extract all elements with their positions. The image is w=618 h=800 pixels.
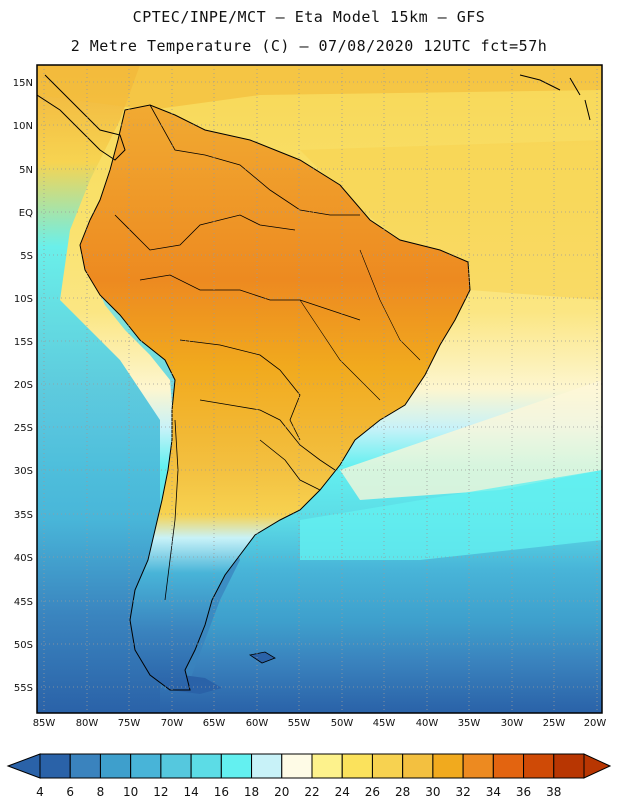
lat-label: 15N	[13, 78, 33, 89]
colorbar-low-arrow	[6, 753, 41, 779]
lon-label: 85W	[33, 718, 56, 729]
map-frame	[36, 64, 603, 714]
colorbar-label: 18	[244, 785, 259, 799]
colorbar-swatch	[220, 753, 253, 779]
colorbar-label: 28	[395, 785, 410, 799]
border-colombia-peru	[114, 214, 296, 251]
lon-label: 75W	[118, 718, 141, 729]
colorbar-label: 8	[97, 785, 105, 799]
colorbar-label: 16	[214, 785, 229, 799]
lon-label: 65W	[203, 718, 226, 729]
colorbar-swatch	[69, 753, 101, 779]
colorbar-label: 12	[153, 785, 168, 799]
colorbar-swatch	[99, 753, 132, 779]
lon-label: 80W	[76, 718, 99, 729]
lon-label: 40W	[416, 718, 439, 729]
border-chile-argentina	[164, 419, 179, 601]
colorbar-label: 10	[123, 785, 138, 799]
caribbean-warm-band	[37, 65, 602, 110]
brazil-state-borders-2	[359, 249, 421, 361]
lat-label: 30S	[14, 466, 33, 477]
coastlines	[37, 74, 591, 691]
latitude-labels: 15N 10N 5N EQ 5S 10S 15S 20S 25S 30S 35S…	[13, 78, 33, 694]
border-argentina-uruguay	[259, 439, 321, 491]
falkland-islands	[248, 651, 276, 664]
lon-label: 20W	[584, 718, 607, 729]
brazil-state-borders	[299, 299, 381, 401]
lat-label: 45S	[14, 597, 33, 608]
longitude-labels: 85W 80W 75W 70W 65W 60W 55W 50W 45W 40W …	[33, 718, 607, 729]
border-peru-brazil	[139, 274, 361, 321]
lon-label: 35W	[458, 718, 481, 729]
colorbar-swatch	[39, 753, 71, 779]
colorbar-label: 22	[304, 785, 319, 799]
colorbar-swatch	[462, 753, 494, 779]
cyan-band	[300, 470, 602, 560]
colorbar-swatch	[130, 753, 162, 779]
map-title-line-1: CPTEC/INPE/MCT – Eta Model 15km – GFS	[132, 8, 486, 26]
lat-label: 40S	[14, 553, 33, 564]
lon-label: 60W	[246, 718, 269, 729]
colorbar-label: 14	[183, 785, 198, 799]
border-venezuela	[149, 104, 360, 216]
lon-label: 50W	[331, 718, 354, 729]
colorbar-swatch	[281, 753, 313, 779]
lat-label: 15S	[14, 337, 33, 348]
colorbar-label: 36	[516, 785, 531, 799]
lon-label: 55W	[288, 718, 311, 729]
colorbar-label: 20	[274, 785, 289, 799]
colorbar-label: 38	[546, 785, 561, 799]
colorbar-swatch	[341, 753, 373, 779]
colorbar-label: 24	[335, 785, 350, 799]
colorbar-swatch	[523, 753, 555, 779]
colorbar-swatch	[160, 753, 192, 779]
lon-label: 25W	[543, 718, 566, 729]
lat-label: 25S	[14, 423, 33, 434]
central-america-coast	[37, 74, 126, 161]
colorbar-swatch	[553, 753, 585, 779]
border-paraguay	[199, 399, 336, 471]
caribbean-islands	[519, 74, 591, 121]
lon-label: 45W	[373, 718, 396, 729]
colorbar-swatch	[190, 753, 222, 779]
lat-label: 20S	[14, 380, 33, 391]
lon-label: 70W	[161, 718, 184, 729]
colorbar-label: 30	[425, 785, 440, 799]
colorbar-swatch	[251, 753, 283, 779]
colorbar-label: 32	[455, 785, 470, 799]
colorbar: 4 6 8 10 12 14 16 18 20 22 24 26 28 30 32 34 36 38	[6, 753, 612, 799]
lat-label: 10N	[13, 121, 33, 132]
colorbar-label: 26	[365, 785, 380, 799]
pacific-field	[37, 65, 160, 713]
lon-label: 30W	[501, 718, 524, 729]
colorbar-label: 34	[486, 785, 501, 799]
colorbar-label: 4	[36, 785, 44, 799]
map-title-line-2: 2 Metre Temperature (C) – 07/08/2020 12U…	[70, 37, 548, 55]
graticule	[37, 65, 602, 713]
border-bolivia	[179, 339, 301, 441]
colorbar-swatch	[371, 753, 404, 779]
colorbar-high-arrow	[583, 753, 612, 779]
colorbar-swatch	[432, 753, 464, 779]
colorbar-label: 6	[66, 785, 74, 799]
lat-label: 55S	[14, 683, 33, 694]
lat-label: 35S	[14, 510, 33, 521]
colorbar-swatch	[311, 753, 343, 779]
lat-label: 5S	[20, 251, 33, 262]
colorbar-swatch	[492, 753, 525, 779]
lat-label: 5N	[19, 165, 33, 176]
lat-label: 10S	[14, 294, 33, 305]
lat-label: 50S	[14, 640, 33, 651]
lat-label: EQ	[19, 208, 33, 219]
colorbar-swatch	[402, 753, 434, 779]
equatorial-atlantic-band	[300, 140, 602, 300]
